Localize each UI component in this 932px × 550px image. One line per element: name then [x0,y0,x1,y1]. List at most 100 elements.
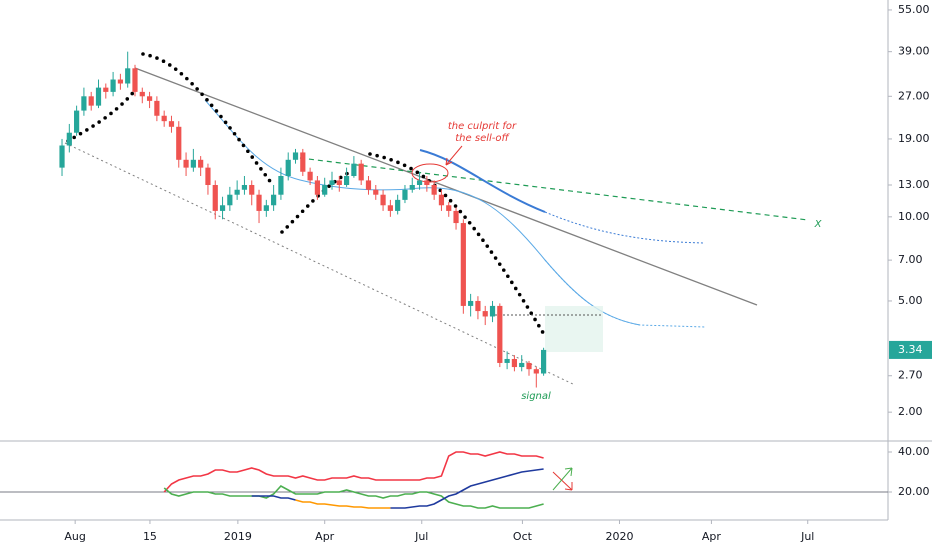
candle-body [219,205,226,211]
candle-body [343,176,350,185]
y-tick-label: 7.00 [898,253,923,266]
trend-line [299,157,809,221]
candle-body [540,349,547,374]
candle-body [271,194,277,206]
candle-body [176,126,182,160]
candle-body [416,180,423,185]
annotation: signal [521,391,551,402]
candle-body [482,311,488,317]
candle-body [95,87,102,106]
x-tick-label: Jul [414,530,428,543]
candle-body [431,184,437,195]
candle-body [380,194,386,206]
candle-body [373,189,379,195]
candle-body [300,152,306,172]
sar-dots [66,52,547,338]
y-tick-label: 5.00 [898,294,923,307]
y-tick-label: 2.70 [898,369,923,382]
candle-body [424,180,430,185]
candle-body [198,159,204,168]
y-tick-label: 27.00 [898,89,930,102]
indicator-line [163,484,544,509]
candle-body [329,180,335,185]
y-tick-label: 19.00 [898,132,930,145]
candle-body [205,167,211,185]
candle-body [526,362,532,370]
y-tick-label: 55.00 [898,3,930,16]
y-tick-label: 40.00 [898,445,930,458]
arrow [552,467,573,491]
arrow [445,145,463,166]
sar-dots [141,52,274,186]
candle-body [234,189,240,195]
x-tick-label: Aug [64,530,85,543]
candle-body [125,68,131,84]
y-tick-label: 39.00 [898,45,930,58]
candle-body [212,184,218,211]
candle-body [438,194,445,206]
drawings [64,52,809,491]
price-label: 3.34 [898,343,923,356]
target-zone [545,306,603,352]
candle-body [81,96,87,111]
candle-body [132,68,138,92]
candle-body [460,223,466,306]
indicator-line [295,499,391,509]
candle-body [183,159,189,168]
y-tick-label: 20.00 [898,485,930,498]
candle-body [453,210,459,224]
candle-body [161,115,167,122]
moving-average [544,211,706,244]
candle-body [256,194,262,211]
y-tick-label: 10.00 [898,210,930,223]
x-tick-label: Apr [315,530,335,543]
candle-body [314,180,321,195]
trend-line [134,67,758,306]
candle-body [533,369,539,374]
candle-body [395,199,401,211]
candle-body [110,79,116,92]
candle-body [358,163,364,181]
x-tick-label: Jul [800,530,814,543]
y-tick-label: 2.00 [898,405,923,418]
candle-body [322,184,328,195]
candles [59,51,547,388]
sar-dots [368,152,547,338]
candle-body [278,176,284,195]
candle-body [88,96,94,106]
candle-body [365,180,372,190]
moving-average [544,259,706,328]
indicator-line [251,468,544,509]
candle-body [504,358,510,363]
candle-body [103,87,109,92]
candle-body [336,180,342,185]
candle-body [409,184,415,190]
candle-body [519,362,525,368]
candle-body [489,305,496,317]
candle-body [241,184,248,190]
x-tick-label: Apr [702,530,722,543]
candle-body [139,91,145,97]
candle-body [59,145,65,168]
candle-body [74,110,80,133]
annotation: the sell-off [455,133,510,144]
candle-body [475,300,481,312]
candle-body [168,121,175,127]
candle-body [190,159,196,168]
moving-average [419,149,546,213]
moving-average [204,99,641,326]
candle-body [154,100,160,116]
candle-body [66,132,72,146]
annotation: the culprit for [448,121,517,132]
x-tick-label: 15 [143,530,157,543]
x-tick-label: 2019 [224,530,252,543]
x-tick-label: 2020 [605,530,633,543]
y-tick-label: 13.00 [898,178,930,191]
indicator-line [163,451,544,493]
candle-body [387,205,393,211]
candle-body [249,184,255,195]
candle-body [292,152,299,160]
arrow [552,471,573,491]
candle-body [263,205,269,211]
